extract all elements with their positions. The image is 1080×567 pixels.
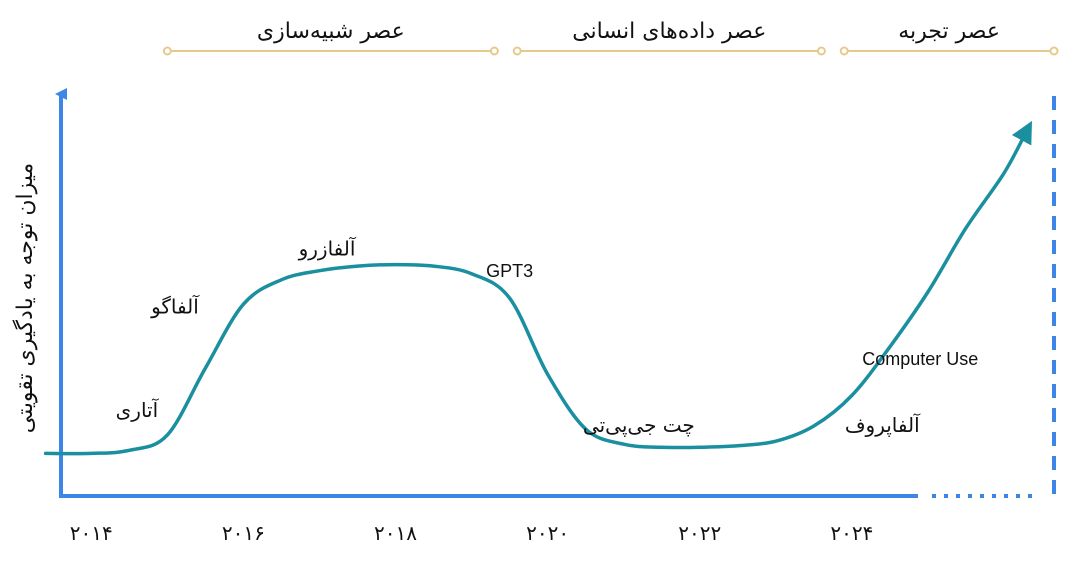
era-end-dot-1 — [816, 46, 826, 56]
x-tick-label-4: ۲۰۲۲ — [678, 521, 721, 545]
era-label-0: عصر شبیه‌سازی — [257, 19, 405, 44]
x-tick-label-0: ۲۰۱۴ — [70, 521, 113, 545]
era-start-dot-1 — [512, 46, 522, 56]
era-start-dot-0 — [162, 46, 172, 56]
y-axis-label: میزان توجه به یادگیری تقویتی — [12, 163, 38, 433]
annotation-6: Computer Use — [862, 349, 978, 369]
annotation-1: آلفاگو — [150, 293, 200, 318]
annotation-4: چت جی‌پی‌تی — [583, 413, 695, 438]
x-tick-label-3: ۲۰۲۰ — [526, 521, 569, 545]
era-end-dot-2 — [1049, 46, 1059, 56]
x-tick-label-5: ۲۰۲۴ — [830, 521, 873, 545]
x-tick-labels: ۲۰۱۴ ۲۰۱۶ ۲۰۱۸ ۲۰۲۰ ۲۰۲۲ ۲۰۲۴ — [70, 521, 874, 545]
annotation-3: GPT3 — [486, 261, 533, 281]
annotation-2: آلفازرو — [298, 235, 357, 260]
annotation-0: آتاری — [116, 397, 160, 422]
x-tick-label-2: ۲۰۱۸ — [374, 521, 417, 545]
x-tick-label-1: ۲۰۱۶ — [222, 521, 265, 545]
era-label-2: عصر تجربه — [898, 19, 1000, 44]
era-label-1: عصر داده‌های انسانی — [572, 19, 766, 44]
attention-curve — [43, 120, 1032, 456]
annotation-5: آلفاپروف — [845, 412, 921, 438]
era-start-dot-2 — [839, 46, 849, 56]
era-end-dot-0 — [489, 46, 499, 56]
era-bands: عصر شبیه‌سازی عصر داده‌های انسانی عصر تجرب… — [162, 19, 1059, 56]
curve-annotations: آتاری آلفاگو آلفازرو GPT3 چت جی‌پی‌تی آلفاپرو… — [116, 235, 979, 438]
